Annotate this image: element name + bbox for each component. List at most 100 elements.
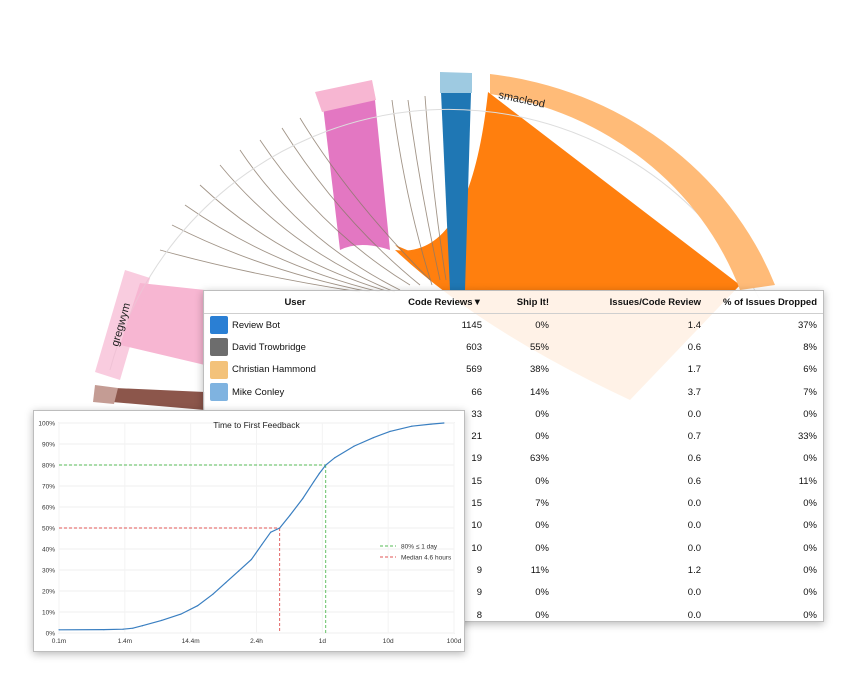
table-row[interactable]: 33 0% 0.0 0% <box>204 403 823 425</box>
issues-per-review-cell: 0.0 <box>687 587 701 599</box>
user-name[interactable]: Christian Hammond <box>232 364 316 376</box>
arc-blue <box>440 72 472 93</box>
data-point <box>430 423 432 425</box>
data-point <box>103 629 105 631</box>
ship-it-cell: 0% <box>535 520 549 532</box>
chart-title: Time to First Feedback <box>213 420 300 430</box>
legend-label-1: Median 4.6 hours <box>401 554 452 561</box>
issues-per-review-cell: 0.0 <box>687 609 701 621</box>
y-tick-label: 20% <box>42 589 55 596</box>
ribbon-smacleod-inner <box>395 245 520 300</box>
table-row[interactable]: David Trowbridge 603 55% 0.6 8% <box>204 336 823 358</box>
issues-per-review-cell: 0.6 <box>687 453 701 465</box>
data-point <box>161 619 163 621</box>
issues-per-review-cell: 0.0 <box>687 498 701 510</box>
ship-it-cell: 0% <box>535 408 549 420</box>
issues-dropped-cell: 6% <box>803 364 817 376</box>
y-tick-label: 100% <box>38 421 55 428</box>
column-header-code-reviews[interactable]: Code Reviews▼ <box>386 291 488 314</box>
data-point <box>325 464 327 466</box>
issues-per-review-cell: 0.0 <box>687 408 701 420</box>
ship-it-cell: 0% <box>535 319 549 331</box>
user-cell-content: Review Bot <box>210 316 380 335</box>
ship-it-cell: 0% <box>535 542 549 554</box>
chord-thin-lines <box>159 95 447 293</box>
time-to-first-feedback-chart: 0% 10% 20% 30% 40% 50% 60% 70% 80% 90% 100% 0.1m 1.4… <box>38 420 462 645</box>
issues-per-review-cell: 1.7 <box>687 364 701 376</box>
data-point <box>238 570 240 572</box>
table-row[interactable]: 10 0% 0.0 0% <box>204 515 823 537</box>
column-header-ship-it[interactable]: Ship It! <box>488 291 555 314</box>
table-body: Review Bot 1145 0% 1.4 37% David Trowbridge 60… <box>204 314 823 627</box>
table-row[interactable]: Christian Hammond 569 38% 1.7 6% <box>204 359 823 381</box>
table-row[interactable]: 21 0% 0.7 33% <box>204 425 823 447</box>
ship-it-cell: 63% <box>529 453 549 465</box>
issues-per-review-cell: 0.0 <box>687 520 701 532</box>
data-point <box>443 422 445 424</box>
y-tick-label: 30% <box>42 568 55 575</box>
user-name[interactable]: Mike Conley <box>232 386 285 398</box>
issues-per-review-cell: 1.4 <box>687 319 701 331</box>
ribbon-blue <box>441 92 471 290</box>
issues-dropped-cell: 0% <box>803 564 817 576</box>
data-point <box>225 582 227 584</box>
column-header-issues-per-review[interactable]: Issues/Code Review <box>555 291 707 314</box>
issues-per-review-cell: 3.7 <box>687 386 701 398</box>
x-tick-label: 14.4m <box>182 638 200 645</box>
table-header-row: User Code Reviews▼ Ship It! Issues/Code … <box>204 291 823 314</box>
y-tick-label: 0% <box>46 631 56 638</box>
table-row[interactable]: 15 0% 0.6 11% <box>204 470 823 492</box>
y-tick-label: 60% <box>42 505 55 512</box>
code-reviews-cell: 19 <box>471 453 482 465</box>
user-cell-content: Christian Hammond <box>210 360 380 379</box>
user-name[interactable]: David Trowbridge <box>232 341 306 353</box>
issues-per-review-cell: 0.6 <box>687 475 701 487</box>
ship-it-cell: 14% <box>529 386 549 398</box>
table-row[interactable]: 8 0% 0.0 0% <box>204 604 823 626</box>
x-tick-label: 100d <box>447 638 462 645</box>
arc-outline <box>109 108 761 371</box>
code-reviews-cell: 66 <box>471 386 482 398</box>
table-row[interactable]: Review Bot 1145 0% 1.4 37% <box>204 314 823 337</box>
column-header-issues-dropped[interactable]: % of Issues Dropped <box>707 291 823 314</box>
ship-it-cell: 7% <box>535 498 549 510</box>
arc-smacleod <box>490 74 775 290</box>
legend-label-0: 80% ≤ 1 day <box>401 543 438 550</box>
data-point <box>318 472 320 474</box>
table-row[interactable]: 9 11% 1.2 0% <box>204 559 823 581</box>
issues-dropped-cell: 0% <box>803 609 817 621</box>
code-reviews-cell: 33 <box>471 408 482 420</box>
data-point <box>212 593 214 595</box>
issues-dropped-cell: 0% <box>803 498 817 510</box>
column-header-user[interactable]: User <box>204 291 386 314</box>
data-point <box>313 481 315 483</box>
ship-it-cell: 0% <box>535 587 549 599</box>
table-row[interactable]: 9 0% 0.0 0% <box>204 582 823 604</box>
ribbon-brown <box>112 388 205 410</box>
issues-dropped-cell: 7% <box>803 386 817 398</box>
y-tick-label: 40% <box>42 547 55 554</box>
issues-dropped-cell: 8% <box>803 341 817 353</box>
table-row[interactable]: 19 63% 0.6 0% <box>204 448 823 470</box>
table-row[interactable]: Mike Conley 66 14% 3.7 7% <box>204 381 823 403</box>
issues-dropped-cell: 0% <box>803 542 817 554</box>
code-reviews-cell: 8 <box>476 609 482 621</box>
data-point <box>411 425 413 427</box>
y-tick-label: 50% <box>42 526 55 533</box>
chord-outer-arcs <box>93 72 775 404</box>
data-point <box>132 627 134 629</box>
code-reviews-cell: 15 <box>471 475 482 487</box>
data-point <box>389 430 391 432</box>
david-trowbridge-avatar <box>210 338 228 357</box>
code-reviews-cell: 603 <box>466 341 482 353</box>
y-tick-label: 90% <box>42 442 55 449</box>
data-point <box>122 628 124 630</box>
ship-it-cell: 0% <box>535 609 549 621</box>
x-tick-label: 0.1m <box>52 638 66 645</box>
user-name[interactable]: Review Bot <box>232 319 281 331</box>
data-point <box>261 544 263 546</box>
y-tick-label: 80% <box>42 463 55 470</box>
table-row[interactable]: 15 7% 0.0 0% <box>204 492 823 514</box>
table-row[interactable]: 10 0% 0.0 0% <box>204 537 823 559</box>
y-tick-label: 10% <box>42 610 55 617</box>
